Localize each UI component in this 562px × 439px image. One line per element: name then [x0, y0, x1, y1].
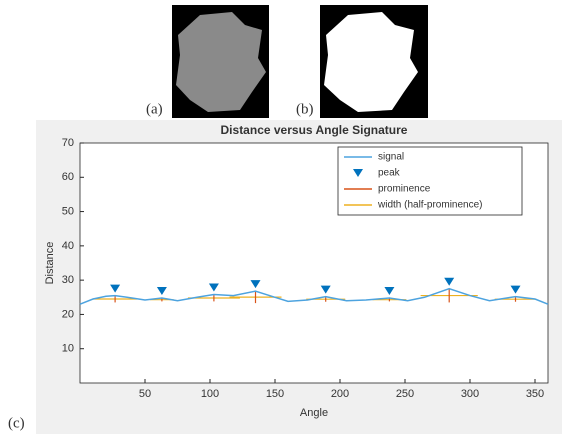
legend-box	[337, 146, 523, 216]
legend-label: prominence	[378, 184, 431, 195]
x-tick-label: 50	[139, 388, 151, 400]
x-tick-label: 300	[461, 388, 479, 400]
x-tick-label: 200	[331, 388, 349, 400]
legend-label: width (half-prominence)	[377, 200, 483, 211]
legend-label: peak	[378, 168, 401, 179]
image-a-blob	[176, 12, 266, 112]
legend-swatch	[353, 169, 363, 177]
peak-marker	[156, 286, 167, 295]
chart-title: Distance versus Angle Signature	[221, 123, 408, 137]
peak-marker	[320, 285, 331, 294]
x-tick-label: 250	[396, 388, 414, 400]
y-tick-label: 40	[62, 240, 74, 252]
x-tick-label: 100	[201, 388, 219, 400]
legend-label: signal	[378, 152, 404, 163]
peak-marker	[250, 280, 261, 289]
y-tick-label: 30	[62, 274, 74, 286]
peak-marker	[384, 286, 395, 295]
y-axis-label: Distance	[44, 242, 56, 285]
image-b-blob	[324, 12, 418, 112]
x-axis-label: Angle	[300, 407, 328, 419]
y-tick-label: 60	[62, 171, 74, 183]
y-tick-label: 10	[62, 343, 74, 355]
signal-line	[79, 287, 549, 305]
y-tick-label: 20	[62, 308, 74, 320]
peak-marker	[208, 283, 219, 292]
panel-label: (c)	[8, 415, 25, 431]
peak-marker	[510, 285, 521, 294]
panel-label: (b)	[296, 101, 314, 117]
x-tick-label: 350	[526, 388, 544, 400]
y-tick-label: 50	[62, 205, 74, 217]
y-tick-label: 70	[62, 137, 74, 149]
panel-label: (a)	[146, 101, 163, 117]
peak-marker	[444, 277, 455, 286]
peak-marker	[110, 284, 121, 293]
x-tick-label: 150	[266, 388, 284, 400]
